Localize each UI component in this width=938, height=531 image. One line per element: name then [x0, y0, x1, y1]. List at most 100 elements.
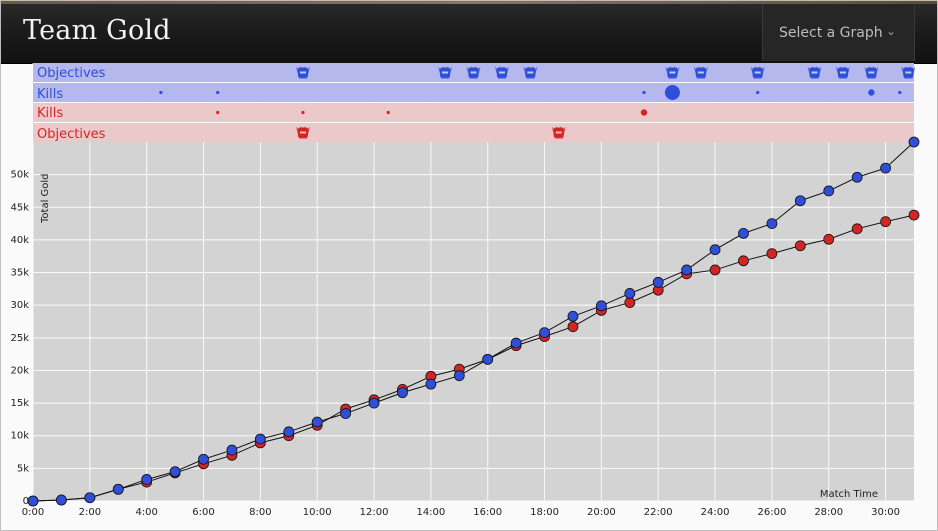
lane-label-red-objectives: Objectives: [37, 127, 106, 142]
objective-glyph-eyes: [839, 71, 846, 74]
y-tick-label: 0: [23, 496, 29, 507]
blue-data-point: [738, 227, 749, 239]
blue-data-point: [794, 195, 806, 207]
x-tick-label: 24:00: [701, 507, 730, 518]
objective-glyph-eyes: [470, 71, 477, 74]
blue-objective-icon: [295, 66, 310, 79]
blue-data-point: [908, 136, 920, 148]
objective-glyph-eyes: [669, 71, 676, 74]
blue-kill-marker: [868, 89, 875, 96]
red-data-point: [880, 216, 891, 228]
objective-glyph-eyes: [697, 71, 704, 74]
blue-objective-icon: [494, 66, 509, 79]
x-tick-label: 12:00: [360, 507, 389, 518]
red-data-point: [823, 233, 835, 245]
blue-data-point: [311, 416, 323, 428]
blue-objective-icon: [665, 66, 680, 79]
blue-kill-marker: [664, 85, 680, 100]
blue-kill-marker: [642, 90, 646, 95]
blue-data-point: [709, 244, 721, 256]
x-tick-label: 8:00: [249, 507, 271, 518]
x-tick-label: 26:00: [757, 507, 786, 518]
x-tick-label: 6:00: [192, 507, 214, 518]
blue-data-point: [368, 397, 380, 409]
blue-data-point: [624, 288, 636, 299]
blue-data-point: [56, 494, 67, 506]
blue-data-point: [510, 337, 522, 349]
axis-ticks: 0:00 2:00 4:00 6:00 8:00 10:00 12:00 14:00 16:00…: [10, 170, 900, 518]
objective-glyph-eyes: [905, 71, 912, 74]
event-markers: [159, 66, 916, 139]
x-tick-label: 28:00: [814, 507, 843, 518]
objective-glyph-eyes: [527, 71, 534, 74]
blue-data-point: [880, 162, 891, 174]
y-tick-label: 15k: [10, 398, 29, 409]
red-objective-icon: [551, 126, 566, 139]
objective-glyph-eyes: [754, 71, 761, 74]
plot-area: [33, 142, 914, 501]
objective-glyph-eyes: [299, 131, 306, 134]
chevron-down-icon: ⌄: [885, 24, 896, 38]
red-data-point: [794, 240, 806, 252]
y-tick-label: 20k: [10, 365, 29, 376]
x-tick-label: 4:00: [135, 507, 157, 518]
page-title: Team Gold: [23, 15, 171, 46]
red-kill-marker: [216, 110, 220, 115]
blue-objective-icon: [438, 66, 453, 79]
x-tick-label: 10:00: [303, 507, 332, 518]
blue-data-point: [539, 327, 550, 338]
red-data-point: [709, 264, 721, 276]
blue-data-point: [27, 495, 39, 507]
blue-data-point: [397, 387, 408, 399]
blue-kill-marker: [159, 90, 163, 95]
objective-glyph-eyes: [299, 71, 306, 74]
y-tick-label: 35k: [10, 268, 29, 279]
objective-glyph-eyes: [498, 71, 505, 74]
lane-label-red-kills: Kills: [37, 106, 63, 121]
graph-select-dropdown[interactable]: Select a Graph ⌄: [762, 5, 915, 61]
objective-glyph-eyes: [868, 71, 875, 74]
red-data-point: [738, 255, 749, 267]
blue-data-point: [141, 474, 153, 485]
red-objective-icon: [295, 126, 310, 139]
blue-data-point: [283, 426, 295, 438]
blue-data-point: [482, 353, 494, 365]
team-gold-chart: Objectives Kills Kills Objectives 0:00 2:…: [10, 63, 920, 518]
blue-kill-marker: [756, 90, 760, 95]
blue-kill-marker: [216, 90, 220, 95]
lane-blue-kills: [33, 83, 914, 102]
blue-data-point: [681, 264, 693, 276]
red-kill-marker: [640, 109, 648, 116]
objective-glyph-eyes: [811, 71, 818, 74]
red-data-point: [567, 321, 579, 333]
blue-objective-icon: [466, 66, 481, 79]
series-lines: [27, 136, 920, 507]
y-tick-label: 50k: [10, 170, 29, 181]
header-rim: [1, 1, 937, 4]
blue-data-point: [851, 171, 863, 183]
blue-objective-icon: [835, 66, 850, 79]
objective-glyph-eyes: [442, 71, 449, 74]
blue-kill-marker: [898, 90, 902, 95]
header-bar: Team Gold Select a Graph ⌄: [1, 1, 937, 64]
red-data-point: [624, 297, 636, 308]
y-tick-label: 40k: [10, 235, 29, 246]
blue-data-point: [169, 466, 181, 478]
blue-data-point: [425, 378, 437, 390]
x-tick-label: 14:00: [416, 507, 445, 518]
blue-data-point: [226, 444, 238, 456]
lane-red-objectives: [33, 123, 914, 142]
blue-objective-icon: [693, 66, 708, 79]
x-axis-label: Match Time: [820, 489, 878, 500]
red-data-point: [766, 248, 778, 260]
red-kill-marker: [301, 110, 305, 115]
blue-objective-icon: [750, 66, 765, 79]
blue-objective-icon: [807, 66, 822, 79]
blue-data-point: [340, 408, 352, 419]
x-tick-label: 16:00: [473, 507, 502, 518]
blue-data-point: [595, 300, 607, 312]
blue-data-point: [652, 276, 664, 288]
red-kill-marker: [386, 110, 390, 115]
blue-data-point: [254, 433, 266, 445]
